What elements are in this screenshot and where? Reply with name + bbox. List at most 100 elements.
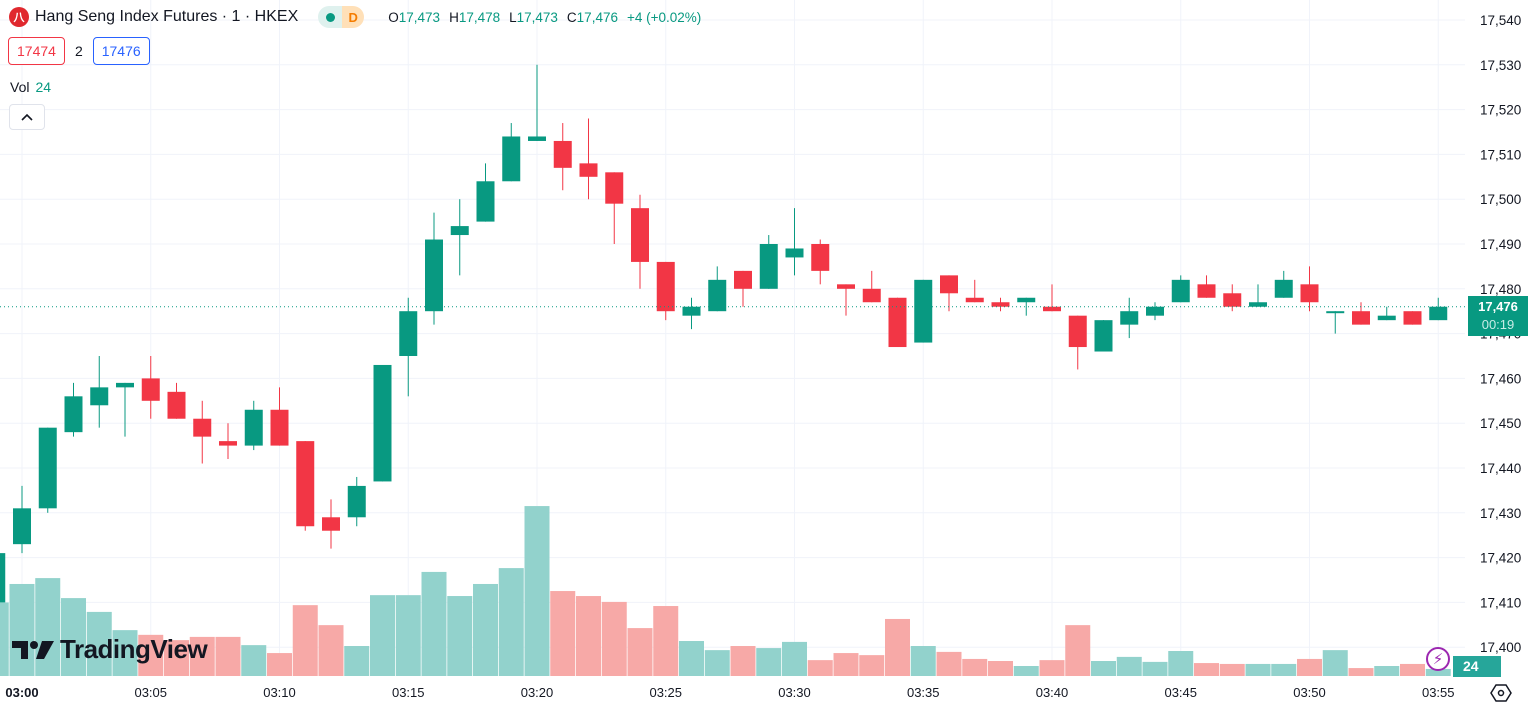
volume-bar [241,645,267,676]
candle-body [90,387,109,406]
volume-bar [1348,668,1374,676]
price-tick-label: 17,430 [1480,506,1521,521]
candle-body [347,485,366,518]
time-tick-label: 03:55 [1422,685,1455,700]
market-open-dot-icon [325,12,335,22]
volume-bars [0,506,1451,676]
volume-bar [704,650,730,676]
candle-body [1043,306,1061,312]
candle-body [322,517,340,531]
volume-bar [9,583,35,676]
candle-body [1171,279,1190,303]
volume-bar [498,568,524,676]
lightning-icon[interactable]: ⚡ [1426,647,1450,671]
price-tick-label: 17,540 [1480,13,1521,28]
candle-body [399,311,418,356]
candle-body [528,136,546,141]
volume-bar [0,602,9,676]
candle-body [708,279,727,312]
price-tick-label: 17,480 [1480,282,1521,297]
change-value: +4 (+0.02%) [626,9,702,25]
volume-bar [1091,661,1116,676]
price-tick-label: 17,420 [1480,551,1521,566]
volume-bar [1116,656,1142,676]
time-tick-label: 03:05 [134,685,167,700]
candle-body [734,270,752,289]
volume-bar [370,595,395,676]
volume-bar [756,648,782,676]
volume-bar [344,646,370,676]
volume-bar [859,655,885,676]
tradingview-watermark[interactable]: TradingView [12,634,208,665]
volume-bar [1425,668,1451,676]
candle-body [1377,315,1396,321]
candle-body [965,297,984,303]
trade-panel: 17474 2 17476 [8,37,150,65]
candle-body [1017,297,1036,303]
time-tick-label: 03:15 [392,685,425,700]
volume-bar [910,646,936,676]
volume-bar [627,628,653,676]
candle-body [1403,311,1422,325]
volume-bar [447,596,473,676]
volume-bar [730,646,756,676]
candle-body [579,163,598,177]
candle-body [0,553,6,603]
volume-bar [61,598,86,676]
candle-body [656,261,675,312]
candle-body [631,208,649,262]
volume-bar [1219,663,1245,676]
chart-settings-icon[interactable] [1490,683,1512,703]
price-tick-label: 17,410 [1480,595,1521,610]
symbol-title[interactable]: Hang Seng Index Futures · 1 · HKEX [35,8,299,25]
price-axis[interactable]: 17,540 17,530 17,520 17,510 17,500 17,490 17,4… [1480,13,1521,655]
tradingview-logo-icon [12,640,54,659]
chevron-up-icon [21,113,33,121]
candle-body [116,382,134,388]
candlesticks [0,64,1448,603]
volume-bar [988,661,1013,676]
time-tick-label: 03:50 [1293,685,1326,700]
candle-body [476,181,495,222]
volume-bar [1271,663,1297,676]
price-tick-label: 17,400 [1480,640,1521,655]
candle-body [682,306,701,316]
volume-bar [1065,625,1091,676]
candle-body [373,364,392,482]
volume-bar [679,641,704,676]
price-tick-label: 17,460 [1480,371,1521,386]
candle-body [991,302,1010,307]
spread-value: 2 [74,43,83,59]
volume-bar [164,640,189,676]
volume-bar [653,606,679,676]
sell-button[interactable]: 17474 [8,37,65,65]
candle-body [837,284,855,289]
volume-bar [576,596,601,676]
time-tick-label: 03:25 [649,685,682,700]
candle-body [785,248,804,258]
market-status-badge[interactable]: D [318,6,365,28]
open-value: 17,473 [398,9,441,25]
volume-bar [1400,663,1425,676]
candle-body [167,391,186,419]
candle-body [1120,311,1139,325]
candle-body [141,378,160,401]
volume-bar [35,578,61,676]
ohlc-legend: O17,473 H17,478 L17,473 C17,476 +4 (+0.0… [388,9,702,25]
buy-button[interactable]: 17476 [92,37,150,65]
candle-body [64,396,83,433]
candle-body [270,409,289,446]
volume-bar [550,591,576,676]
candle-body [1223,293,1242,307]
candle-body [914,279,933,343]
candle-body [1429,306,1448,321]
volume-value: 24 [35,79,52,95]
time-tick-label: 03:10 [263,685,296,700]
candle-body [13,508,31,545]
volume-bar [1194,663,1219,676]
time-axis[interactable]: 03:00 03:05 03:10 03:15 03:20 03:25 03:30 03:35… [5,685,1454,700]
time-tick-label: 03:45 [1164,685,1197,700]
collapse-legend-button[interactable] [9,104,45,130]
candle-body [219,441,237,446]
